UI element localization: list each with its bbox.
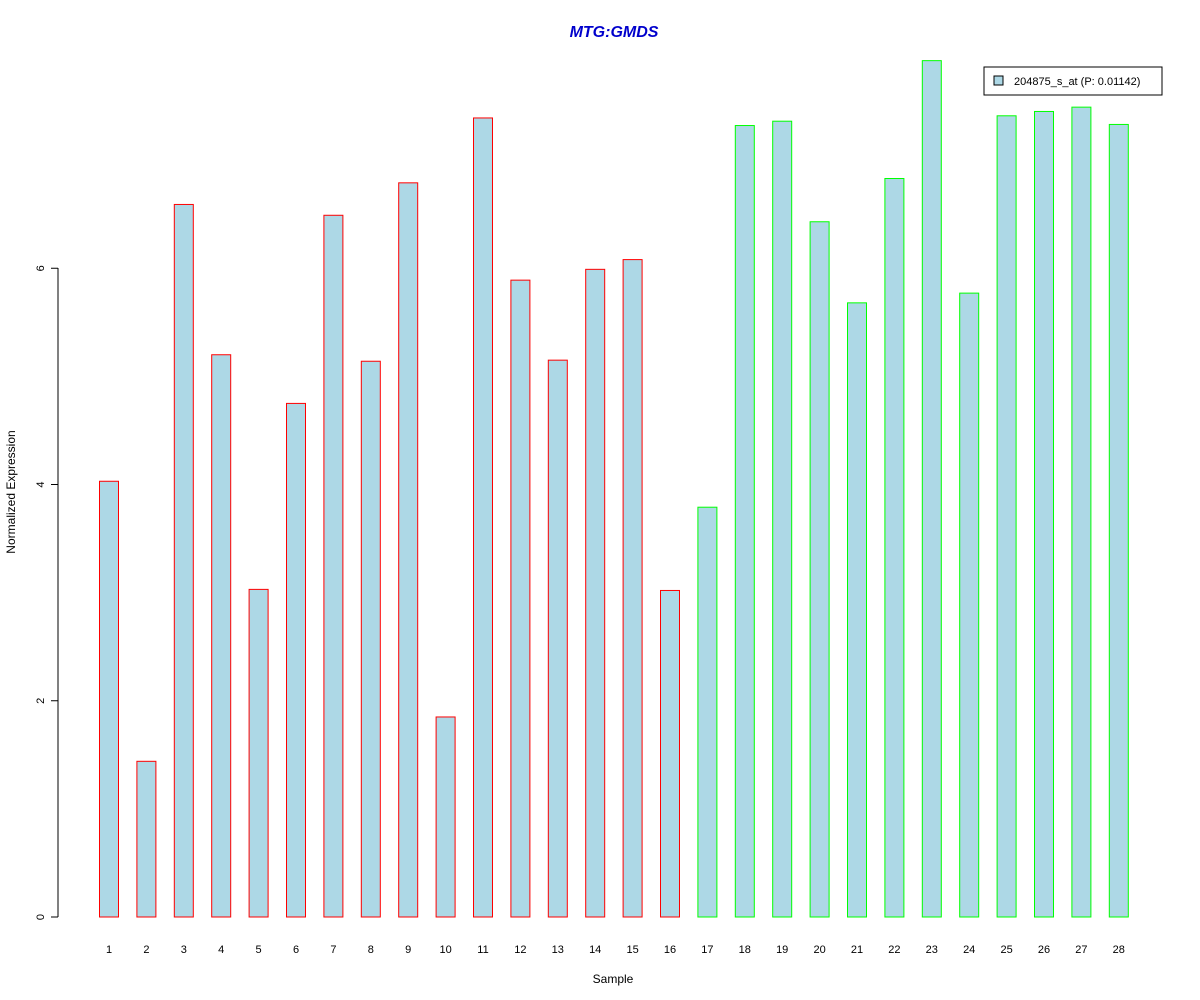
x-tick-label: 28 (1113, 944, 1125, 956)
chart-title: MTG:GMDS (570, 24, 659, 41)
bar-sample-2 (136, 760, 157, 918)
legend-label: 204875_s_at (P: 0.01142) (1014, 76, 1140, 88)
y-tick-label: 2 (35, 698, 47, 704)
legend: 204875_s_at (P: 0.01142) (983, 66, 1163, 96)
x-tick-label: 20 (813, 944, 825, 956)
x-tick-label: 15 (626, 944, 638, 956)
y-tick-label: 6 (35, 265, 47, 271)
bar-sample-17 (697, 506, 718, 918)
x-tick-label: 13 (552, 944, 564, 956)
x-tick-label: 9 (405, 944, 411, 956)
bar-sample-13 (547, 359, 568, 918)
y-ticks: 0 2 4 6 (35, 265, 58, 920)
x-tick-label: 19 (776, 944, 788, 956)
bar-sample-26 (1034, 110, 1054, 918)
x-tick-label: 17 (701, 944, 713, 956)
x-tick-label: 27 (1075, 944, 1087, 956)
bar-sample-4 (211, 354, 232, 918)
bar-sample-27 (1071, 106, 1092, 918)
x-tick-label: 10 (439, 944, 451, 956)
x-tick-label: 26 (1038, 944, 1050, 956)
bar-sample-28 (1108, 123, 1129, 918)
bar-sample-20 (809, 221, 830, 918)
x-tick-label: 12 (514, 944, 526, 956)
bar-sample-1 (99, 480, 119, 918)
x-tick-label: 21 (851, 944, 863, 956)
x-tick-label: 25 (1000, 944, 1012, 956)
x-tick-label: 6 (293, 944, 299, 956)
x-tick-label: 5 (256, 944, 262, 956)
bar-sample-23 (921, 60, 942, 918)
x-tick-label: 8 (368, 944, 374, 956)
x-tick-label: 11 (477, 944, 488, 956)
bar-sample-12 (510, 279, 531, 918)
x-tick-label: 2 (143, 944, 149, 956)
bar-sample-6 (286, 402, 306, 918)
bar-sample-22 (884, 178, 905, 918)
x-tick-label: 16 (664, 944, 676, 956)
bar-sample-7 (323, 214, 344, 918)
bar-sample-10 (435, 716, 456, 918)
bar-sample-19 (772, 120, 793, 918)
bar-sample-24 (959, 292, 980, 918)
bar-sample-16 (660, 589, 680, 918)
x-tick-label: 18 (739, 944, 751, 956)
x-tick-label: 24 (963, 944, 975, 956)
legend-swatch (993, 75, 1004, 86)
bar-sample-18 (734, 125, 755, 918)
bar-sample-11 (473, 117, 493, 918)
bar-sample-3 (173, 203, 194, 918)
y-tick-label: 4 (35, 481, 47, 487)
x-tick-label: 22 (888, 944, 900, 956)
legend-box (983, 66, 1163, 96)
x-axis-label: Sample (593, 972, 634, 986)
x-tick-label: 4 (218, 944, 224, 956)
x-tick-label: 14 (589, 944, 601, 956)
x-tick-label: 1 (106, 944, 112, 956)
bar-sample-8 (360, 360, 381, 918)
bar-sample-14 (585, 268, 606, 918)
y-tick-label: 0 (35, 914, 47, 920)
bar-sample-25 (996, 115, 1017, 918)
bar-sample-9 (398, 182, 419, 918)
bars (99, 60, 1129, 918)
x-tick-label: 3 (181, 944, 187, 956)
bar-sample-5 (248, 588, 269, 918)
x-tick-labels: 1 2 3 4 5 6 7 8 9 10 11 12 13 14 15 16 17 18 19 20 21 22 23 24 2… (106, 944, 1125, 956)
y-axis-label: Normalized Expression (4, 430, 18, 553)
x-tick-label: 7 (330, 944, 336, 956)
x-tick-label: 23 (926, 944, 938, 956)
bar-sample-21 (847, 302, 867, 918)
bar-sample-15 (622, 259, 643, 918)
